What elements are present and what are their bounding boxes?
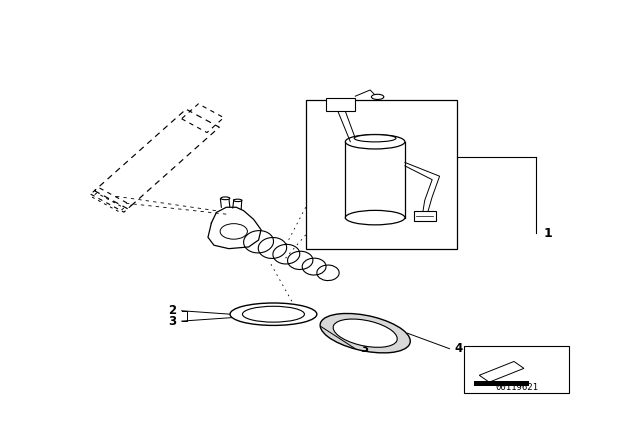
Text: 2: 2 — [168, 304, 177, 317]
Ellipse shape — [243, 306, 305, 322]
Ellipse shape — [234, 199, 242, 202]
Bar — [326, 98, 355, 112]
Text: 00119621: 00119621 — [495, 383, 538, 392]
Text: 3: 3 — [168, 314, 177, 327]
Bar — [413, 211, 436, 221]
Ellipse shape — [346, 134, 405, 149]
Ellipse shape — [230, 303, 317, 325]
Ellipse shape — [320, 314, 410, 353]
Bar — [474, 382, 529, 386]
Bar — [306, 100, 457, 249]
Ellipse shape — [371, 94, 384, 99]
Ellipse shape — [333, 319, 397, 347]
Text: 1: 1 — [544, 227, 552, 240]
Ellipse shape — [221, 197, 230, 200]
Bar — [465, 346, 568, 392]
Ellipse shape — [346, 211, 405, 225]
Text: 3: 3 — [360, 342, 369, 355]
Ellipse shape — [355, 135, 396, 142]
Ellipse shape — [220, 224, 248, 239]
Text: 4: 4 — [454, 342, 463, 355]
Polygon shape — [479, 362, 524, 382]
